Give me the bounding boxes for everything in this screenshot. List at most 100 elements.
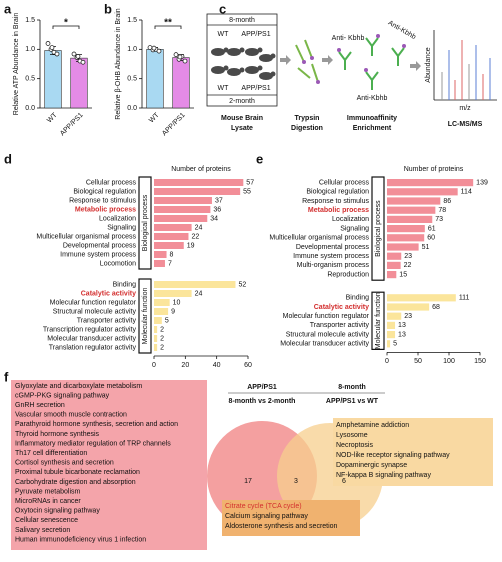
set-label: APP/PS1: [247, 384, 277, 391]
bound-peptides: [337, 34, 406, 72]
category-label: Response to stimulus: [69, 197, 136, 204]
category-label: Biological regulation: [306, 189, 369, 196]
y-tick-label: 0.5: [127, 76, 137, 83]
data-point: [80, 59, 86, 65]
pathway: Calcium signaling pathway: [225, 513, 308, 520]
group-label: WT: [218, 31, 230, 38]
panel-label: f: [4, 369, 9, 384]
x-tick-label: APP/PS1: [59, 112, 85, 138]
category-label: Cellular process: [319, 179, 370, 186]
group-label: APP/PS1: [241, 31, 270, 38]
value-label: 61: [428, 225, 436, 232]
group-box: [371, 176, 385, 281]
y-axis-label: Relative ATP Abundance in Brain: [13, 13, 20, 116]
value-label: 5: [165, 317, 169, 324]
value-label: 52: [238, 281, 246, 288]
chart-title: Number of proteins: [404, 166, 464, 173]
bar: [387, 243, 419, 251]
y-tick-label: 0.0: [25, 105, 35, 112]
pathway: GnRH secretion: [15, 402, 65, 409]
value-label: 114: [461, 189, 472, 196]
step-label: Digestion: [291, 125, 323, 132]
group-box: [138, 278, 152, 354]
x-tick-label: WT: [148, 111, 161, 124]
bar: [387, 271, 397, 279]
value-label: 7: [168, 260, 172, 267]
category-label: Catalytic activity: [81, 290, 136, 297]
group-box: [371, 291, 385, 351]
category-label: Signaling: [107, 224, 136, 231]
category-label: Catalytic activity: [314, 304, 369, 311]
x-tick-label: 40: [213, 362, 221, 369]
significance-label: **: [164, 18, 172, 29]
data-point: [156, 48, 162, 54]
pathway: Lysosome: [336, 432, 368, 439]
x-tick-label: 150: [474, 358, 486, 365]
bar: [387, 303, 430, 311]
pathway: MicroRNAs in cancer: [15, 498, 81, 505]
value-label: 13: [398, 331, 406, 338]
bar: [154, 260, 165, 267]
x-tick-label: WT: [46, 111, 59, 124]
value-label: 57: [246, 179, 254, 186]
significance-bracket: [52, 25, 80, 29]
bar: [154, 242, 184, 249]
group-label: APP/PS1: [241, 85, 270, 92]
category-label: Structural molecule activity: [53, 308, 137, 315]
category-label: Binding: [346, 295, 369, 302]
group-label: WT: [218, 85, 230, 92]
data-point: [173, 52, 179, 57]
pathway: Oxytocin signaling pathway: [15, 508, 100, 515]
data-point: [49, 45, 55, 50]
value-label: 37: [215, 197, 223, 204]
value-label: 5: [393, 341, 397, 348]
category-label: Localization: [99, 215, 136, 222]
pathway: Necroptosis: [336, 442, 373, 449]
spectrum-peaks: [441, 40, 491, 100]
right-pathway-box: [333, 418, 493, 486]
group-box: [138, 176, 152, 270]
data-point: [45, 41, 51, 46]
bar: [154, 179, 244, 186]
value-label: 22: [191, 233, 199, 240]
category-label: Transporter activity: [77, 317, 137, 324]
data-point: [71, 51, 77, 57]
category-label: Developmental process: [296, 244, 370, 251]
category-label: Cellular process: [86, 179, 137, 186]
category-label: Structural molecule activity: [286, 331, 370, 338]
bar: [387, 331, 396, 339]
value-label: 55: [243, 188, 251, 195]
pathway: Thyroid hormone synthesis: [15, 431, 100, 438]
venn-count: 6: [342, 478, 346, 485]
value-label: 13: [398, 322, 406, 329]
pathway: Glyoxylate and dicarboxylate metabolism: [15, 383, 142, 390]
bar: [154, 308, 169, 315]
arrow: [322, 55, 333, 65]
y-axis-label: Relative β-OHB Abundance in Brain: [115, 8, 122, 120]
value-label: 2: [160, 326, 164, 333]
category-label: Multicellular organismal process: [36, 233, 136, 240]
significance-label: *: [64, 18, 68, 29]
x-tick-label: APP/PS1: [161, 112, 187, 138]
pathway: Vascular smooth muscle contraction: [15, 412, 127, 419]
bar: [154, 233, 189, 240]
antibody-label: Anti- Kbhb: [332, 35, 365, 42]
data-point: [54, 51, 60, 57]
pathway: cGMP-PKG signaling pathway: [15, 392, 110, 399]
bar: [154, 290, 192, 297]
bar: [154, 281, 236, 288]
pathway: Aldosterone synthesis and secretion: [225, 523, 338, 530]
step-label: LC-MS/MS: [448, 121, 483, 128]
value-label: 36: [213, 206, 221, 213]
bar: [387, 261, 401, 269]
category-label: Multi-organism process: [297, 262, 370, 269]
step-label: Lysate: [231, 125, 253, 132]
bar: [154, 188, 241, 195]
mice: [211, 47, 276, 80]
pathway: Cortisol synthesis and secretion: [15, 460, 114, 467]
y-tick-label: 1.0: [127, 46, 137, 53]
bar: [154, 224, 192, 231]
shared-pathway-box: [222, 500, 360, 536]
value-label: 73: [435, 216, 443, 223]
